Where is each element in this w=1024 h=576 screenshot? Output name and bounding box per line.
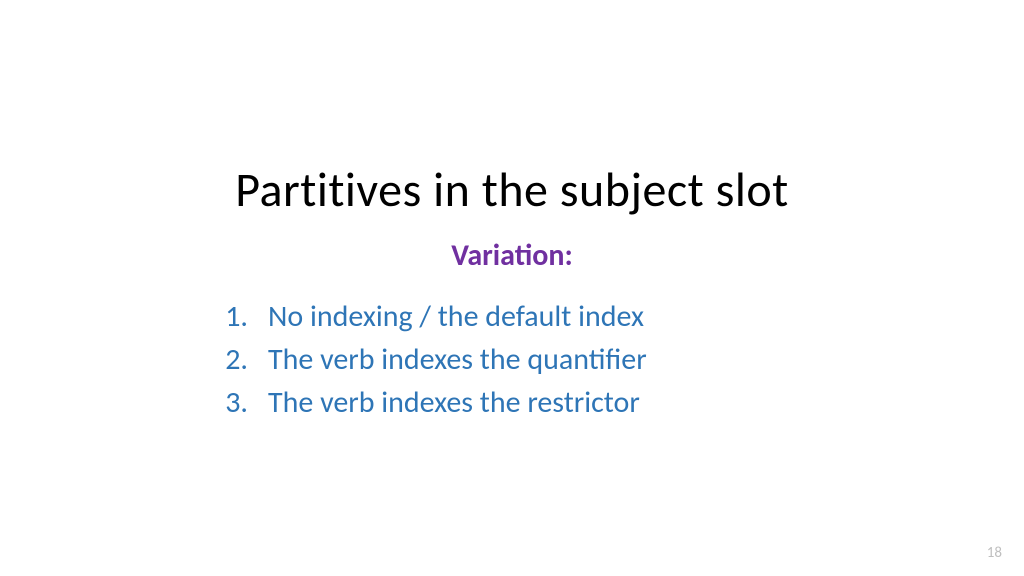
list-number: 2. [200,341,248,378]
list-text: No indexing / the default index [268,298,644,335]
list-text: The verb indexes the quantifier [268,341,647,378]
list-number: 3. [200,384,248,421]
slide-subtitle: Variation: [0,237,1024,274]
slide-title: Partitives in the subject slot [0,160,1024,219]
list-item: 1. No indexing / the default index [200,298,1024,335]
variation-list: 1. No indexing / the default index 2. Th… [200,298,1024,421]
list-text: The verb indexes the restrictor [268,384,640,421]
slide: Partitives in the subject slot Variation… [0,0,1024,576]
page-number: 18 [987,544,1002,562]
list-number: 1. [200,298,248,335]
list-item: 3. The verb indexes the restrictor [200,384,1024,421]
list-item: 2. The verb indexes the quantifier [200,341,1024,378]
